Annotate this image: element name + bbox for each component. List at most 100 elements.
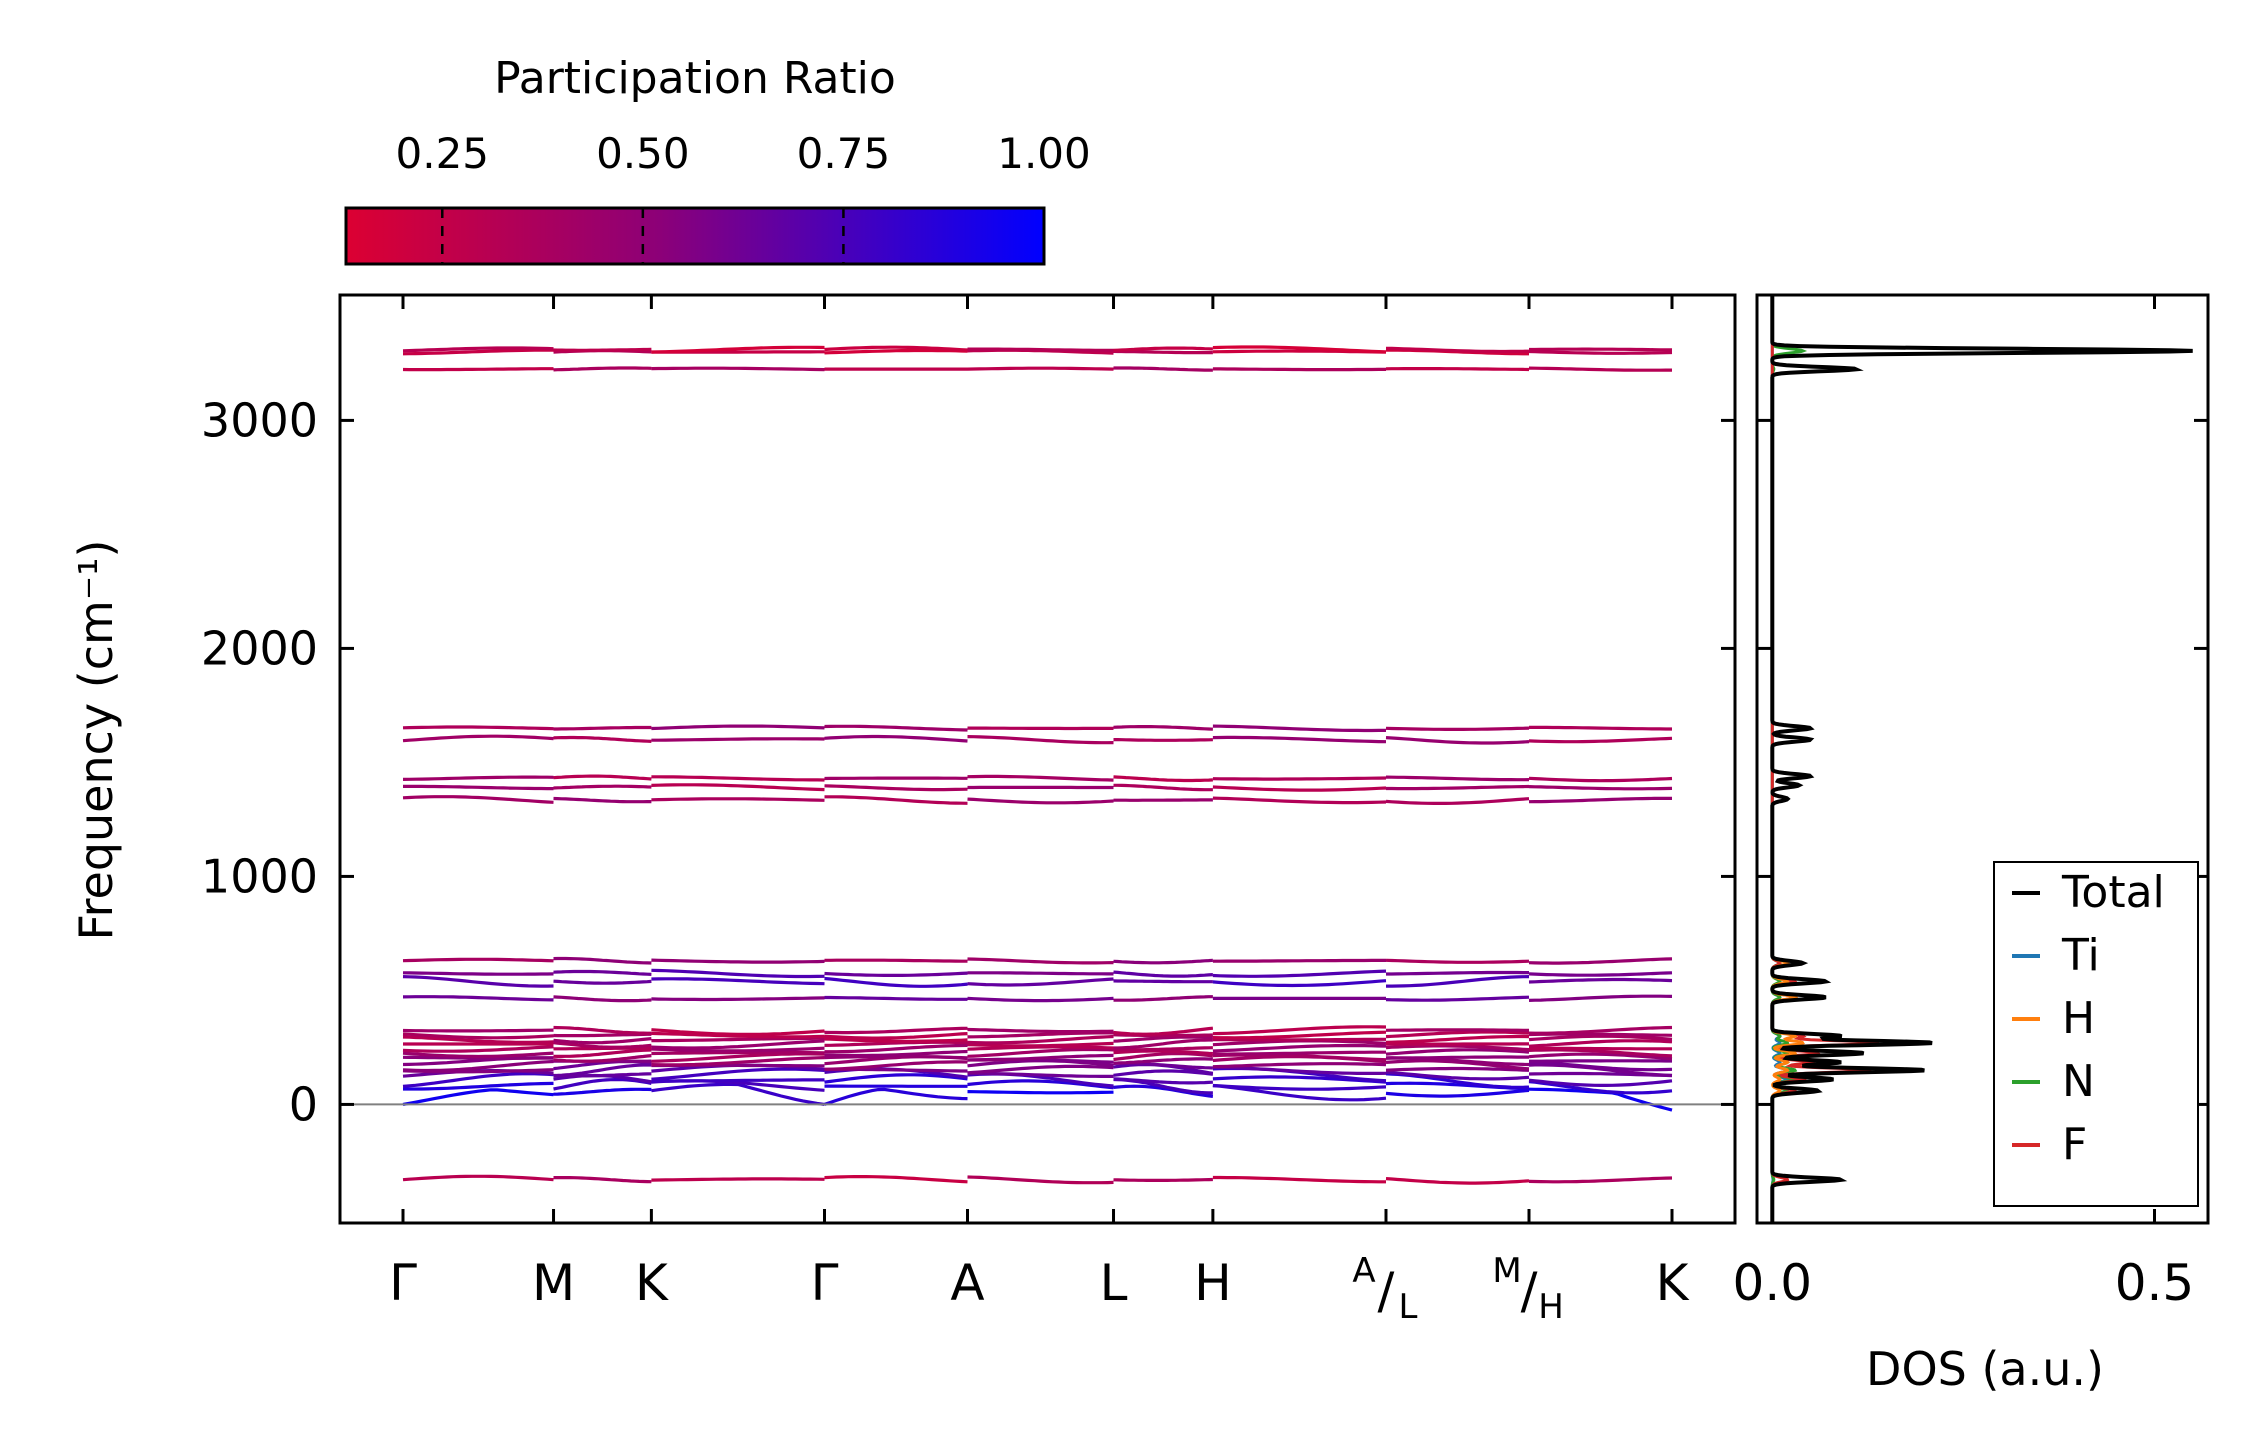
band-segment — [1212, 735, 1387, 744]
band-segment — [553, 1041, 652, 1049]
dos-curve-total — [1770, 295, 2193, 1223]
band-segment — [651, 1177, 825, 1182]
band-segment — [824, 734, 968, 743]
band-segment — [553, 796, 652, 804]
band-segment — [651, 797, 825, 802]
band-segment — [1113, 1069, 1214, 1077]
k-label: K — [1656, 1254, 1690, 1312]
k-label: L — [1100, 1254, 1128, 1312]
band-segment — [967, 957, 1114, 965]
band-segment — [1212, 785, 1387, 792]
k-label-slash: / — [1521, 1262, 1538, 1320]
band-segment — [651, 968, 825, 979]
band-segment — [651, 1036, 825, 1043]
band-segment — [1113, 970, 1214, 978]
band-segment — [553, 784, 652, 790]
dos-x-tick-label: 0.5 — [2115, 1254, 2195, 1312]
band-segment — [967, 1027, 1114, 1034]
band-segment — [1528, 1176, 1673, 1184]
band-segment — [824, 345, 968, 352]
k-label: Γ — [389, 1254, 417, 1312]
band-segment — [824, 1073, 968, 1084]
colorbar-ticks: 0.25 0.50 0.75 1.00 — [396, 129, 1091, 264]
band-segment — [967, 996, 1114, 1003]
band-segment — [402, 775, 554, 781]
band-segment — [967, 735, 1114, 745]
band-segment — [1528, 366, 1672, 372]
band-segment — [967, 366, 1114, 371]
k-label: H — [1194, 1254, 1232, 1312]
band-segment — [824, 784, 968, 792]
band-segment — [651, 977, 825, 986]
band-segment — [553, 1054, 652, 1063]
legend-label: N — [2062, 1056, 2095, 1107]
band-segment — [1212, 796, 1387, 805]
k-label-sub: H — [1538, 1287, 1564, 1327]
band-segment — [403, 784, 554, 791]
band-segment — [1385, 1028, 1530, 1032]
band-segment — [1212, 776, 1387, 781]
band-segment — [1385, 346, 1530, 354]
band-segment — [553, 1025, 652, 1035]
band-segment — [553, 995, 652, 1003]
band-segment — [553, 774, 652, 781]
band-segment — [967, 1041, 1114, 1048]
band-segment — [824, 1049, 968, 1058]
band-segment — [553, 1037, 652, 1045]
band-segment — [553, 347, 652, 352]
band-segment — [402, 1028, 554, 1033]
band-segment — [553, 979, 652, 985]
band-segment — [1212, 1175, 1386, 1184]
band-segment — [553, 1032, 652, 1038]
band-segment — [1113, 783, 1213, 792]
band-segment — [402, 346, 554, 353]
band-segment — [1212, 979, 1387, 988]
band-segment — [1113, 958, 1214, 965]
band-segment — [1529, 1046, 1672, 1051]
colorbar-gradient — [344, 206, 1046, 266]
band-segment — [651, 775, 825, 782]
band-segment — [1212, 1050, 1386, 1056]
colorbar-tick-label: 0.25 — [396, 129, 490, 178]
band-segment — [402, 1059, 554, 1073]
band-segment — [1528, 1052, 1673, 1061]
y-tick-label: 3000 — [201, 393, 318, 447]
y-tick-label: 2000 — [201, 621, 318, 675]
kpoint-ticks: Γ M K Γ A L H A / LM/H K — [389, 295, 1690, 1327]
band-segment — [1529, 347, 1673, 352]
band-segment — [651, 724, 825, 731]
band-segment — [967, 797, 1114, 805]
band-segment — [651, 1028, 825, 1036]
band-segment — [824, 1060, 968, 1071]
dos-axes-frame — [1755, 293, 2210, 1225]
band-segment — [1385, 958, 1530, 964]
band-segment — [1212, 969, 1387, 978]
band-segment — [402, 1174, 554, 1182]
band-segment — [1528, 736, 1673, 744]
band-segment — [824, 976, 968, 988]
dos-x-axis-label: DOS (a.u.) — [1866, 1342, 2104, 1396]
band-segment — [402, 995, 554, 1002]
band-segment — [651, 1046, 825, 1053]
band-segment — [967, 1175, 1114, 1185]
dos-y-axis-ticks — [1757, 418, 2208, 1106]
y-axis-label: Frequency (cm⁻¹) — [69, 540, 123, 941]
band-segment — [1113, 1026, 1214, 1036]
band-segment — [651, 996, 825, 1002]
band-segment — [1386, 975, 1530, 988]
band-segment — [1113, 1038, 1213, 1050]
band-segment — [967, 774, 1114, 782]
band-segment — [1385, 1030, 1530, 1039]
k-label: M — [532, 1254, 575, 1312]
band-segment — [1385, 1177, 1530, 1185]
band-segment — [1212, 367, 1386, 372]
band-segment — [1385, 995, 1530, 1002]
band-segment — [967, 971, 1114, 976]
band-segment — [1385, 1088, 1530, 1098]
band-segment — [1212, 1084, 1387, 1102]
band-segment — [824, 1043, 968, 1054]
dos-legend: Total Ti HNF — [1993, 861, 2199, 1207]
band-segment — [651, 1067, 825, 1081]
band-segment — [402, 957, 554, 963]
band-segment — [967, 977, 1114, 987]
